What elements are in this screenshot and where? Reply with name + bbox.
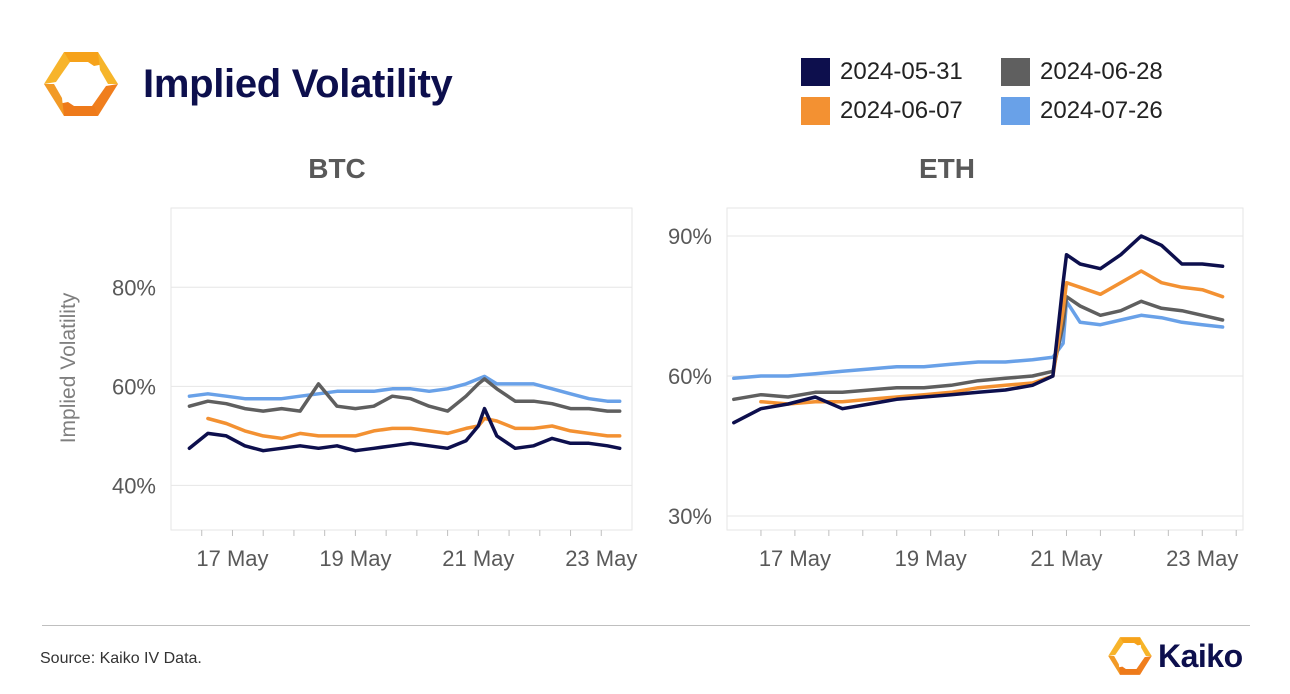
x-tick-label: 17 May [196, 546, 268, 571]
legend-item-2024-05-31: 2024-05-31 [801, 58, 963, 86]
legend-label: 2024-07-26 [1040, 97, 1163, 124]
x-tick-label: 21 May [442, 546, 514, 571]
legend-label: 2024-05-31 [840, 58, 963, 85]
chart-title: ETH [919, 153, 975, 184]
x-tick-label: 23 May [565, 546, 637, 571]
brand-logo: Kaiko [1108, 636, 1243, 676]
x-tick-label: 17 May [759, 546, 831, 571]
series-line-2024-06-07 [759, 269, 1225, 406]
y-axis-label: Implied Volatility [57, 292, 80, 443]
x-tick-label: 19 May [895, 546, 967, 571]
y-tick-label: 40% [112, 473, 156, 498]
series-line-2024-06-28 [732, 294, 1225, 402]
x-tick-label: 23 May [1166, 546, 1238, 571]
y-tick-label: 60% [668, 364, 712, 389]
series-line-2024-07-26 [732, 299, 1225, 381]
chart-title: BTC [308, 153, 366, 184]
footer-divider [42, 625, 1250, 626]
legend-swatch [1001, 97, 1030, 125]
y-tick-label: 80% [112, 275, 156, 300]
chart-eth: 30% 60% 90% 17 May 19 May 21 May 23 May ETH [668, 153, 1244, 571]
legend-label: 2024-06-07 [840, 97, 963, 124]
source-note: Source: Kaiko IV Data. [40, 650, 202, 667]
x-tick-label: 21 May [1030, 546, 1102, 571]
series-line-2024-07-26 [187, 374, 622, 403]
brand-name: Kaiko [1158, 637, 1243, 674]
plot-frame [170, 207, 633, 531]
series-line-2024-05-31 [732, 234, 1225, 425]
legend-label: 2024-06-28 [1040, 58, 1163, 85]
legend-swatch [801, 97, 830, 125]
series-line-2024-06-07 [206, 416, 622, 441]
y-tick-label: 90% [668, 224, 712, 249]
series-line-2024-05-31 [187, 406, 622, 453]
legend-item-2024-07-26: 2024-07-26 [1001, 97, 1163, 125]
plot-frame [726, 207, 1244, 531]
page-title: Implied Volatility [143, 62, 453, 106]
legend-item-2024-06-28: 2024-06-28 [1001, 58, 1163, 86]
chart-btc: 40% 60% 80% 17 May 19 May 21 May 23 May BTC Impl… [57, 153, 637, 571]
chart-legend: 2024-05-31 2024-06-28 2024-06-07 2024-07… [801, 55, 1221, 135]
y-tick-label: 30% [668, 504, 712, 529]
kaiko-logo-icon [1108, 637, 1152, 675]
x-tick-label: 19 May [319, 546, 391, 571]
series-line-2024-06-28 [187, 377, 622, 413]
legend-swatch [1001, 58, 1030, 86]
legend-item-2024-06-07: 2024-06-07 [801, 97, 963, 125]
charts-area: 40% 60% 80% 17 May 19 May 21 May 23 May BTC Impl… [57, 153, 1244, 571]
y-tick-label: 60% [112, 374, 156, 399]
legend-swatch [801, 58, 830, 86]
kaiko-logo-icon [44, 52, 118, 116]
